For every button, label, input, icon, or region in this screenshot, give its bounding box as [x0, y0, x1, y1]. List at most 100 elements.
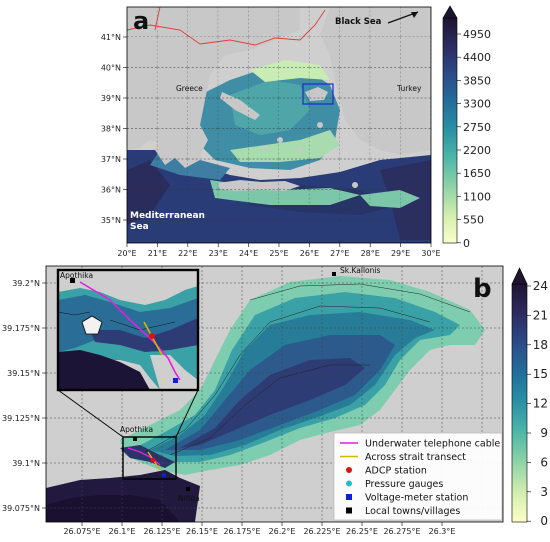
- lat-tick-label: 39.1°N: [12, 459, 40, 468]
- lon-tick-label: 26.175°E: [223, 527, 260, 536]
- lat-tick-label: 35°N: [101, 216, 121, 225]
- panel-a-colorbar: 4950 4400 3850 3300 2750 2200 1650 1100 550 0: [442, 5, 491, 250]
- legend-dot-icon: [346, 467, 352, 473]
- lon-tick-label: 24°E: [239, 249, 258, 258]
- colorbar-tick-label: 18: [533, 338, 548, 352]
- panel-b-bathymetry: [46, 266, 503, 522]
- panel-a-lat-axis: 41°N 40°N 39°N 38°N 37°N 36°N 35°N: [101, 33, 127, 225]
- colorbar-tick-label: 4400: [463, 51, 491, 64]
- lat-tick-label: 41°N: [101, 33, 121, 42]
- strait-inset: Apothika: [56, 268, 200, 392]
- label-sea: Sea: [130, 222, 149, 232]
- legend-item: ADCP station: [346, 466, 427, 477]
- legend-label: Voltage-meter station: [365, 493, 468, 504]
- colorbar-tick-label: 2750: [463, 121, 491, 134]
- lon-tick-label: 26.3°E: [429, 527, 456, 536]
- colorbar-a-bar: [442, 17, 458, 244]
- panel-b-frame: [45, 265, 504, 523]
- lon-tick-label: 26.2°E: [269, 527, 296, 536]
- colorbar-tick-label: 12: [533, 397, 548, 411]
- zoom-connector-right: [175, 389, 199, 438]
- lon-tick-label: 26.25°E: [346, 527, 378, 536]
- legend-box: [333, 432, 503, 521]
- lesvos-highlight-box: [302, 83, 334, 105]
- colorbar-tick-label: 9: [540, 426, 548, 440]
- colorbar-tick-label: 1650: [463, 167, 491, 180]
- colorbar-tick-label: 4950: [463, 28, 491, 41]
- label-turkey: Turkey: [396, 84, 422, 93]
- label-greece: Greece: [176, 84, 203, 93]
- panel-a-map: a Greece Turkey Black Sea Mediterranean …: [101, 6, 441, 258]
- legend-square-icon: [346, 494, 352, 500]
- colorbar-b-extend-icon: [511, 267, 528, 285]
- lat-tick-label: 38°N: [101, 125, 121, 134]
- lon-tick-label: 23°E: [209, 249, 228, 258]
- voltage-station-main: [162, 473, 166, 477]
- panel-a-lon-axis: 20°E 21°E 22°E 23°E 24°E 25°E 26°E 27°E 28°E 29°E…: [117, 243, 441, 258]
- lon-tick-label: 28°E: [361, 249, 380, 258]
- legend-label: Across strait transect: [365, 452, 466, 463]
- lat-tick-label: 39.075°N: [2, 504, 40, 513]
- colorbar-tick-label: 3: [540, 485, 548, 499]
- lon-tick-label: 26.075°E: [63, 527, 100, 536]
- legend-item: Underwater telephone cable: [340, 439, 500, 450]
- legend-label: ADCP station: [365, 466, 427, 477]
- label-sk-kallonis: Sk.Kallonis: [340, 266, 380, 275]
- legend: Underwater telephone cable Across strait …: [333, 432, 503, 521]
- colorbar-tick-label: 550: [463, 214, 484, 227]
- strait-zoom-box: [122, 436, 177, 480]
- colorbar-tick-label: 1100: [463, 190, 491, 203]
- colorbar-tick-label: 2200: [463, 144, 491, 157]
- lon-tick-label: 30°E: [421, 249, 440, 258]
- lat-tick-label: 37°N: [101, 155, 121, 164]
- panel-b-colorbar: 24 21 18 15 12 9 6 3 0: [511, 267, 548, 528]
- legend-label: Local towns/villages: [365, 506, 460, 517]
- label-black-sea: Black Sea: [335, 17, 382, 27]
- zoom-connector-left: [57, 389, 124, 438]
- lon-tick-label: 26.225°E: [303, 527, 340, 536]
- lat-tick-label: 39.125°N: [2, 414, 40, 423]
- panel-b-lat-axis: 39.2°N 39.175°N 39.15°N 39.125°N 39.1°N 39.07…: [2, 279, 46, 513]
- colorbar-a-ticks: 4950 4400 3850 3300 2750 2200 1650 1100 550 0: [457, 28, 491, 250]
- legend-item: Across strait transect: [340, 452, 466, 463]
- lat-tick-label: 39.15°N: [7, 369, 40, 378]
- adcp-station-main: [150, 457, 156, 463]
- town-apothika: [133, 437, 137, 441]
- cable-main: [127, 447, 161, 466]
- lon-tick-label: 29°E: [391, 249, 410, 258]
- colorbar-tick-label: 3850: [463, 74, 491, 87]
- lat-tick-label: 39.175°N: [2, 324, 40, 333]
- town-nifida: [186, 487, 190, 491]
- lon-tick-label: 27°E: [330, 249, 349, 258]
- legend-label: Underwater telephone cable: [365, 439, 500, 450]
- panel-b-letter: b: [473, 274, 492, 304]
- lat-tick-label: 39.2°N: [12, 279, 40, 288]
- lon-tick-label: 21°E: [148, 249, 167, 258]
- arrow-head-icon: [411, 12, 418, 18]
- colorbar-tick-label: 3300: [463, 98, 491, 111]
- lon-tick-label: 26°E: [300, 249, 319, 258]
- legend-label: Pressure gauges: [365, 479, 443, 490]
- lat-tick-label: 36°N: [101, 186, 121, 195]
- colorbar-tick-label: 24: [533, 279, 548, 293]
- colorbar-tick-label: 0: [540, 514, 548, 528]
- legend-item: Pressure gauges: [346, 479, 443, 490]
- legend-item: Local towns/villages: [346, 506, 460, 517]
- label-nifida: Nifida: [178, 494, 200, 503]
- lon-tick-label: 25°E: [269, 249, 288, 258]
- panel-a-letter: a: [133, 7, 149, 35]
- panel-b-map: Sk.Kallonis Apothika Nifida b: [2, 265, 504, 536]
- legend-dot-icon: [346, 480, 352, 487]
- colorbar-a-extend-icon: [442, 5, 458, 19]
- colorbar-tick-label: 6: [540, 455, 548, 469]
- legend-item: Voltage-meter station: [346, 493, 468, 504]
- lon-tick-label: 22°E: [178, 249, 197, 258]
- legend-square-icon: [346, 507, 352, 514]
- label-mediterranean: Mediterranean: [130, 211, 205, 221]
- lon-tick-label: 20°E: [117, 249, 136, 258]
- lon-tick-label: 26.275°E: [383, 527, 420, 536]
- panel-a-bathymetry: [127, 7, 431, 243]
- label-apothika: Apothika: [120, 425, 153, 434]
- lon-tick-label: 26.1°E: [109, 527, 136, 536]
- lat-tick-label: 40°N: [101, 64, 121, 73]
